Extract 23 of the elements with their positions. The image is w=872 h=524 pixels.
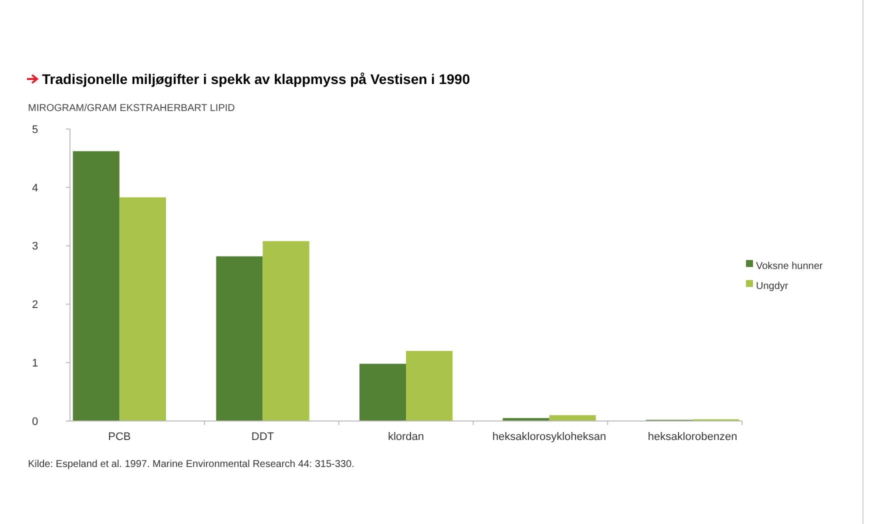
bar (406, 350, 453, 421)
y-tick-label: 1 (32, 357, 38, 370)
y-tick-label: 3 (32, 240, 38, 253)
text: Kilde: Espeland et al. 1997. Marine Environmental Research 44: 315-330. (28, 459, 354, 470)
legend-label: Ungdyr (756, 281, 789, 292)
y-tick-label: 2 (32, 299, 38, 312)
bar (359, 364, 406, 421)
y-tick-label: 0 (32, 416, 38, 428)
x-tick-label: heksaklorobenzen (648, 431, 738, 443)
chart-title: Tradisjonelle miljøgifter i spekk av klappmyss på Vestisen i 1990 (42, 71, 470, 87)
y-tick-label: 4 (32, 182, 38, 194)
x-tick-label: klordan (388, 431, 424, 443)
bar (262, 241, 310, 421)
legend-label: Voksne hunner (756, 261, 824, 272)
bar (216, 256, 263, 421)
x-tick-label: heksaklorosykloheksan (492, 431, 606, 443)
bar (72, 151, 120, 421)
x-tick-label: PCB (108, 431, 131, 443)
bar (549, 415, 596, 421)
y-axis-title: MIROGRAM/GRAM EKSTRAHERBART LIPID (28, 103, 235, 114)
y-tick-label: 5 (32, 124, 38, 136)
x-tick-label: DDT (251, 431, 274, 443)
bar (119, 197, 166, 421)
